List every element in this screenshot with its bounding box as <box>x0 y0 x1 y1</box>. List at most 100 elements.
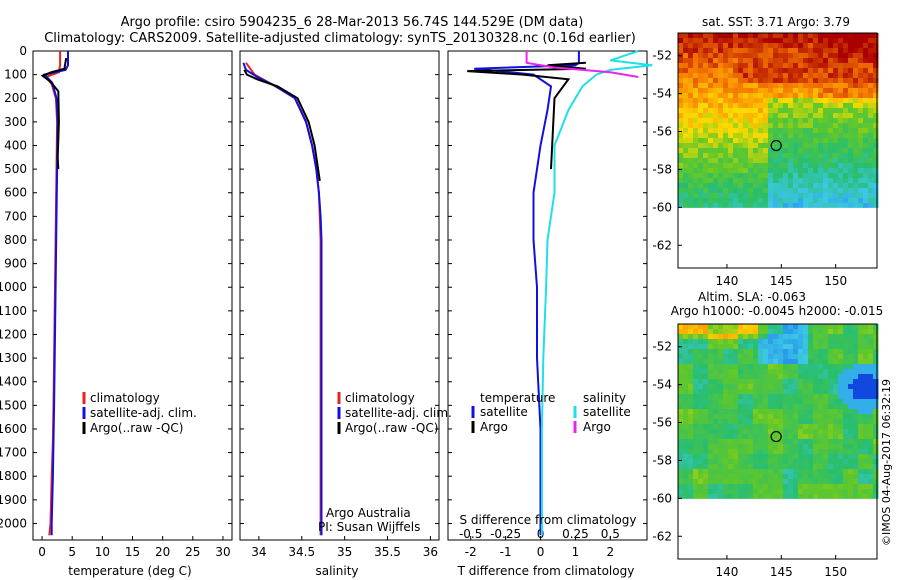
map-cell <box>688 324 694 330</box>
map-cell <box>803 389 809 395</box>
map-cell <box>763 444 769 450</box>
map-cell <box>698 374 704 380</box>
map-cell <box>743 113 749 119</box>
map-cell <box>703 419 709 425</box>
map-cell <box>713 143 719 149</box>
map-cell <box>783 409 789 415</box>
map-cell <box>868 359 874 365</box>
map-cell <box>718 339 724 345</box>
map-cell <box>753 324 759 330</box>
map-cell <box>768 489 774 495</box>
map-cell <box>733 188 739 194</box>
map-cell <box>683 128 689 134</box>
map-cell <box>808 73 814 79</box>
map-cell <box>788 394 794 400</box>
map-cell <box>808 58 814 64</box>
map-cell <box>808 163 814 169</box>
map-cell <box>828 379 834 385</box>
map-cell <box>813 494 819 499</box>
map-cell <box>743 389 749 395</box>
map-cell <box>778 88 784 94</box>
map-cell <box>793 153 799 159</box>
map-cell <box>793 178 799 184</box>
map-cell <box>748 404 754 410</box>
map-cell <box>678 203 684 208</box>
map-cell <box>718 43 724 49</box>
map-cell <box>803 53 809 59</box>
map-cell <box>798 394 804 400</box>
map-cell <box>758 384 764 390</box>
map-cell <box>753 168 759 174</box>
map-cell <box>798 43 804 49</box>
map-cell <box>768 369 774 375</box>
map-cell <box>813 93 819 99</box>
map-cell <box>828 394 834 400</box>
map-cell <box>843 63 849 69</box>
map-cell <box>693 364 699 370</box>
map-cell <box>698 143 704 149</box>
map-cell <box>723 494 729 499</box>
map-cell <box>803 439 809 445</box>
map-cell <box>813 53 819 59</box>
map-cell <box>868 178 874 184</box>
map-cell <box>808 409 814 415</box>
map-cell <box>873 364 879 370</box>
map-cell <box>823 364 829 370</box>
map-cell <box>773 68 779 74</box>
map-cell <box>848 183 854 189</box>
map-cell <box>723 394 729 400</box>
map-cell <box>723 374 729 380</box>
map-cell <box>813 399 819 405</box>
map-cell <box>698 43 704 49</box>
map-cell <box>768 414 774 420</box>
map-cell <box>753 148 759 154</box>
map-cell <box>718 113 724 119</box>
map-cell <box>763 168 769 174</box>
map-cell <box>803 494 809 499</box>
map-cell <box>688 359 694 365</box>
map-cell <box>813 148 819 154</box>
map-cell <box>753 404 759 410</box>
map-cell <box>803 133 809 139</box>
map-cell <box>678 484 684 490</box>
map-cell <box>718 173 724 179</box>
map-cell <box>743 329 749 335</box>
map-cell <box>823 324 829 330</box>
map-cell <box>838 459 844 465</box>
map-cell <box>733 138 739 144</box>
map-cell <box>833 384 839 390</box>
map-cell <box>718 33 724 39</box>
map-cell <box>763 489 769 495</box>
map-cell <box>843 474 849 480</box>
map-cell <box>773 379 779 385</box>
map-cell <box>713 344 719 350</box>
map-cell <box>703 494 709 499</box>
map-cell <box>838 73 844 79</box>
figure-title-2: Climatology: CARS2009. Satellite-adjuste… <box>44 31 636 46</box>
map-cell <box>788 379 794 385</box>
map-cell <box>723 148 729 154</box>
map-cell <box>683 439 689 445</box>
map-cell <box>828 349 834 355</box>
map-cell <box>818 409 824 415</box>
map-cell <box>813 173 819 179</box>
map-cell <box>728 118 734 124</box>
map-cell <box>713 479 719 485</box>
map-cell <box>853 168 859 174</box>
map-cell <box>833 419 839 425</box>
map-cell <box>718 474 724 480</box>
map-cell <box>778 168 784 174</box>
map-cell <box>783 339 789 345</box>
map-cell <box>688 148 694 154</box>
map-cell <box>753 188 759 194</box>
map-cell <box>868 424 874 430</box>
map-cell <box>813 359 819 365</box>
map-cell <box>818 439 824 445</box>
map-cell <box>728 469 734 475</box>
map-cell <box>853 414 859 420</box>
map-cell <box>683 369 689 375</box>
map-cell <box>743 58 749 64</box>
map-cell <box>818 43 824 49</box>
map-cell <box>778 409 784 415</box>
map-cell <box>753 138 759 144</box>
